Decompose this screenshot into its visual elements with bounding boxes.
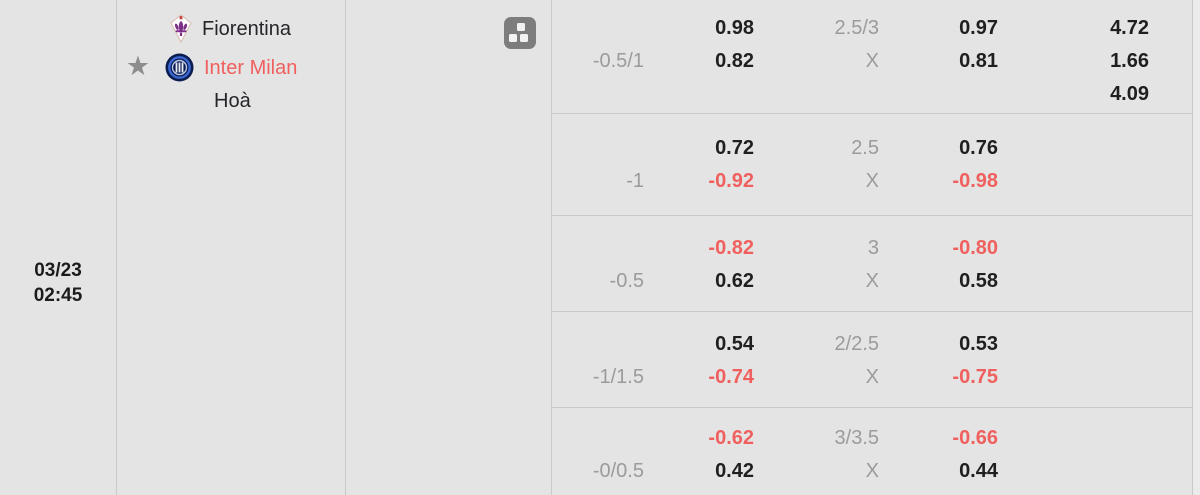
handicap-label: -1 xyxy=(626,170,644,192)
home-odd-bottom[interactable]: 0.42 xyxy=(715,460,754,482)
home-odds-column: 0.54 -0.74 xyxy=(644,328,754,407)
x-label: X xyxy=(865,366,879,388)
odds-section: -0.5/1 0.98 0.82 2.5/3 X 0.97 0.81 4.72 … xyxy=(552,0,1192,495)
divider-teams-mid xyxy=(345,0,346,495)
fiorentina-logo-icon xyxy=(169,14,193,44)
home-odd-bottom[interactable]: 0.82 xyxy=(715,50,754,72)
home-odds-column: 0.98 0.82 xyxy=(644,12,754,113)
handicap-label: -1/1.5 xyxy=(592,366,644,388)
away-odd-top[interactable]: 0.76 xyxy=(959,137,998,159)
goal-line-label: 2.5/3 xyxy=(834,17,879,39)
1x2-away-odd[interactable]: 1.66 xyxy=(1110,50,1149,72)
x-label: X xyxy=(865,170,879,192)
x-label: X xyxy=(865,460,879,482)
away-odd-bottom[interactable]: -0.98 xyxy=(952,170,998,192)
away-odds-column: -0.80 0.58 xyxy=(879,232,998,311)
away-odd-bottom[interactable]: -0.75 xyxy=(952,366,998,388)
match-time: 02:45 xyxy=(33,285,83,306)
home-odds-column: -0.82 0.62 xyxy=(644,232,754,311)
lineup-grid-icon[interactable] xyxy=(504,17,536,49)
1x2-home-odd[interactable]: 4.72 xyxy=(1110,17,1149,39)
handicap-label: -0.5 xyxy=(609,270,644,292)
odds-block-5: -0/0.5 -0.62 0.42 3/3.5 X -0.66 0.44 xyxy=(552,408,1192,495)
away-odds-column: 0.76 -0.98 xyxy=(879,132,998,215)
away-team-name[interactable]: Inter Milan xyxy=(204,57,298,79)
away-odd-bottom[interactable]: 0.81 xyxy=(959,50,998,72)
lineup-grid-square xyxy=(520,34,528,42)
divider-date-teams xyxy=(116,0,117,495)
line-column: 2/2.5 X xyxy=(754,328,879,407)
away-odd-bottom[interactable]: 0.44 xyxy=(959,460,998,482)
handicap-column: -0/0.5 xyxy=(552,422,644,495)
one-x-two-column xyxy=(998,232,1149,311)
lineup-grid-square xyxy=(509,34,517,42)
right-edge-strip xyxy=(1193,0,1200,495)
favorite-star-icon[interactable]: ★ xyxy=(125,51,151,81)
line-column: 2.5 X xyxy=(754,132,879,215)
home-odds-column: 0.72 -0.92 xyxy=(644,132,754,215)
home-odd-top[interactable]: -0.82 xyxy=(708,237,754,259)
home-odd-top[interactable]: 0.54 xyxy=(715,333,754,355)
match-datetime: 03/23 02:45 xyxy=(0,258,116,308)
away-odd-top[interactable]: 0.97 xyxy=(959,17,998,39)
home-odd-bottom[interactable]: -0.74 xyxy=(708,366,754,388)
home-odd-bottom[interactable]: -0.92 xyxy=(708,170,754,192)
1x2-draw-odd[interactable]: 4.09 xyxy=(1110,83,1149,105)
home-odds-column: -0.62 0.42 xyxy=(644,422,754,495)
divider-mid-odds xyxy=(551,0,552,495)
odds-block-4: -1/1.5 0.54 -0.74 2/2.5 X 0.53 -0.75 xyxy=(552,312,1192,408)
handicap-label: -0/0.5 xyxy=(592,460,644,482)
lineup-grid-square xyxy=(517,23,525,31)
one-x-two-column xyxy=(998,328,1149,407)
odds-block-3: -0.5 -0.82 0.62 3 X -0.80 0.58 xyxy=(552,216,1192,312)
handicap-column: -0.5 xyxy=(552,232,644,311)
handicap-label: -0.5/1 xyxy=(592,50,644,72)
handicap-column: -0.5/1 xyxy=(552,12,644,113)
one-x-two-column xyxy=(998,422,1149,495)
away-odds-column: 0.97 0.81 xyxy=(879,12,998,113)
goal-line-label: 2.5 xyxy=(851,137,879,159)
away-odd-top[interactable]: 0.53 xyxy=(959,333,998,355)
home-odd-top[interactable]: 0.72 xyxy=(715,137,754,159)
odds-block-1: -0.5/1 0.98 0.82 2.5/3 X 0.97 0.81 4.72 … xyxy=(552,0,1192,114)
line-column: 3 X xyxy=(754,232,879,311)
away-odd-top[interactable]: -0.66 xyxy=(952,427,998,449)
away-odds-column: 0.53 -0.75 xyxy=(879,328,998,407)
x-label: X xyxy=(865,50,879,72)
inter-milan-logo-icon xyxy=(165,53,194,82)
goal-line-label: 3 xyxy=(867,237,879,259)
line-column: 3/3.5 X xyxy=(754,422,879,495)
odds-block-2: -1 0.72 -0.92 2.5 X 0.76 -0.98 xyxy=(552,114,1192,216)
x-label: X xyxy=(865,270,879,292)
home-team-name[interactable]: Fiorentina xyxy=(202,18,291,40)
line-column: 2.5/3 X xyxy=(754,12,879,113)
home-odd-top[interactable]: -0.62 xyxy=(708,427,754,449)
divider-odds-right xyxy=(1192,0,1193,495)
away-odds-column: -0.66 0.44 xyxy=(879,422,998,495)
home-odd-top[interactable]: 0.98 xyxy=(715,17,754,39)
handicap-column: -1/1.5 xyxy=(552,328,644,407)
handicap-column: -1 xyxy=(552,132,644,215)
goal-line-label: 3/3.5 xyxy=(834,427,879,449)
goal-line-label: 2/2.5 xyxy=(834,333,879,355)
one-x-two-column xyxy=(998,132,1149,215)
match-date: 03/23 xyxy=(34,260,82,281)
away-odd-bottom[interactable]: 0.58 xyxy=(959,270,998,292)
away-odd-top[interactable]: -0.80 xyxy=(952,237,998,259)
home-odd-bottom[interactable]: 0.62 xyxy=(715,270,754,292)
draw-label: Hoà xyxy=(214,90,251,112)
one-x-two-column: 4.72 1.66 4.09 xyxy=(998,12,1149,113)
